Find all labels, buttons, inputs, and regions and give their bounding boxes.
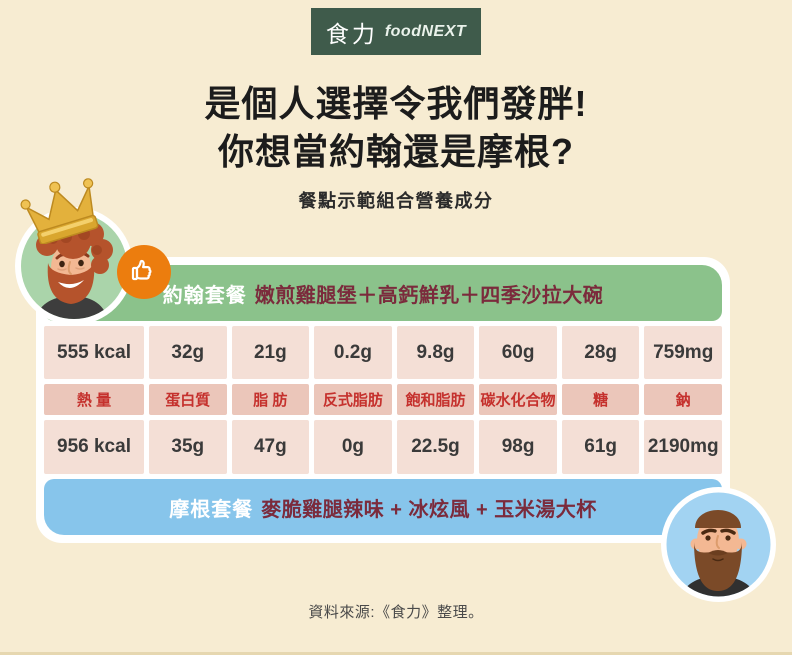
thumbs-up-icon <box>117 245 171 299</box>
nutrition-table: 555 kcal 32g 21g 0.2g 9.8g 60g 28g 759mg… <box>44 326 722 474</box>
morgan-avatar <box>661 487 776 602</box>
morgan-meal-description: 麥脆雞腿辣味 + 冰炫風 + 玉米湯大杯 <box>261 498 597 521</box>
morgan-set-label: 摩根套餐 <box>169 498 254 521</box>
john-value-cell: 32g <box>149 326 227 379</box>
morgan-value-cell: 35g <box>149 420 227 474</box>
john-value-cell: 28g <box>561 326 640 379</box>
morgan-value-cell: 98g <box>479 420 557 474</box>
source-note: 資料來源:《食力》整理。 <box>308 604 484 621</box>
morgan-meal-banner: 摩根套餐 麥脆雞腿辣味 + 冰炫風 + 玉米湯大杯 <box>44 479 722 535</box>
john-value-cell: 759mg <box>644 326 722 379</box>
john-value-cell: 0.2g <box>314 326 392 379</box>
morgan-value-cell: 22.5g <box>396 420 475 474</box>
john-meal-description: 嫩煎雞腿堡＋高鈣鮮乳＋四季沙拉大碗 <box>254 284 604 307</box>
nutrient-header-cell: 熱 量 <box>44 384 144 415</box>
nutrition-panel: 約翰套餐 嫩煎雞腿堡＋高鈣鮮乳＋四季沙拉大碗 555 kcal 32g 21g … <box>36 257 730 543</box>
title-line-2: 你想當約翰還是摩根? <box>218 131 574 172</box>
nutrient-header-cell: 蛋白質 <box>149 384 227 415</box>
nutrient-header-cell: 反式脂肪 <box>314 384 392 415</box>
morgan-value-cell: 61g <box>561 420 640 474</box>
john-value-cell: 60g <box>479 326 557 379</box>
john-value-cell: 555 kcal <box>44 326 144 379</box>
nutrient-header-cell: 碳水化合物 <box>479 384 557 415</box>
page-subtitle: 餐點示範組合營養成分 <box>298 191 494 211</box>
john-set-label: 約翰套餐 <box>162 284 247 307</box>
foodnext-logo: 食力 foodNEXT <box>311 8 481 55</box>
john-value-cell: 21g <box>231 326 310 379</box>
page-title: 是個人選擇令我們發胖! 你想當約翰還是摩根? <box>0 80 792 176</box>
crown-icon <box>20 178 99 244</box>
morgan-value-cell: 2190mg <box>644 420 722 474</box>
morgan-value-cell: 956 kcal <box>44 420 144 474</box>
logo-brand-en: foodNEXT <box>384 22 467 40</box>
bottom-divider <box>0 652 792 655</box>
nutrient-header-cell: 脂 肪 <box>231 384 310 415</box>
morgan-value-cell: 47g <box>231 420 310 474</box>
nutrient-header-cell: 飽和脂肪 <box>396 384 475 415</box>
logo-brand-zh: 食力 <box>325 20 378 47</box>
nutrient-header-cell: 糖 <box>561 384 640 415</box>
nutrient-header-cell: 鈉 <box>644 384 722 415</box>
title-line-1: 是個人選擇令我們發胖! <box>204 83 588 124</box>
john-value-cell: 9.8g <box>396 326 475 379</box>
morgan-value-cell: 0g <box>314 420 392 474</box>
